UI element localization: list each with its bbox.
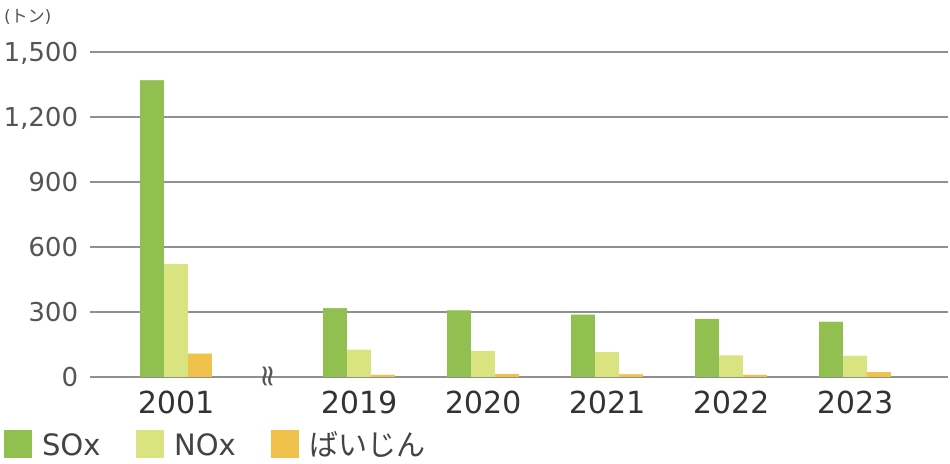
x-category-label: 2001 bbox=[138, 386, 214, 421]
bar-sox-2019 bbox=[323, 308, 347, 377]
bar-sox-2021 bbox=[571, 314, 595, 377]
bar-dust-2020 bbox=[495, 373, 519, 377]
bar-sox-2020 bbox=[447, 310, 471, 377]
bar-nox-2023 bbox=[843, 355, 867, 377]
legend-swatch bbox=[136, 430, 164, 458]
legend-label: ばいじん bbox=[309, 428, 425, 462]
y-tick-label: 300 bbox=[28, 298, 78, 328]
x-category-label: 2019 bbox=[321, 386, 397, 421]
legend-swatch bbox=[271, 430, 299, 458]
axis-break: ≈ bbox=[250, 363, 285, 388]
x-category-label: 2022 bbox=[693, 386, 769, 421]
x-axis-categories: 2001 2019 2020 2021 2022 2023 bbox=[138, 386, 893, 421]
bar-sox-2001 bbox=[140, 80, 164, 378]
gridlines bbox=[90, 51, 948, 378]
y-tick-label: 1,500 bbox=[4, 38, 78, 68]
bar-nox-2020 bbox=[471, 351, 495, 377]
bar-nox-2022 bbox=[719, 355, 743, 377]
bar-nox-2021 bbox=[595, 352, 619, 377]
bar-dust-2001 bbox=[188, 353, 212, 377]
legend: SOx NOx ばいじん bbox=[4, 428, 425, 462]
legend-label: SOx bbox=[42, 428, 100, 462]
y-tick-label: 1,200 bbox=[4, 103, 78, 133]
y-tick-label: 900 bbox=[28, 168, 78, 198]
bar-dust-2019 bbox=[371, 374, 395, 377]
x-category-label: 2023 bbox=[817, 386, 893, 421]
bar-nox-2019 bbox=[347, 349, 371, 377]
bar-sox-2022 bbox=[695, 318, 719, 377]
bars bbox=[140, 80, 891, 378]
legend-swatch bbox=[4, 430, 32, 458]
y-axis-ticks: 0 300 600 900 1,200 1,500 bbox=[4, 38, 78, 393]
x-category-label: 2020 bbox=[445, 386, 521, 421]
y-tick-label: 0 bbox=[61, 363, 78, 393]
bar-dust-2022 bbox=[743, 374, 767, 377]
legend-label: NOx bbox=[174, 428, 236, 462]
axis-break-symbol: ≈ bbox=[250, 363, 285, 388]
y-tick-label: 600 bbox=[28, 233, 78, 263]
bar-dust-2023 bbox=[867, 372, 891, 377]
bar-dust-2021 bbox=[619, 374, 643, 377]
x-category-label: 2021 bbox=[569, 386, 645, 421]
bar-sox-2023 bbox=[819, 321, 843, 377]
y-unit-label: (トン) bbox=[4, 7, 51, 27]
bar-nox-2001 bbox=[164, 263, 188, 377]
